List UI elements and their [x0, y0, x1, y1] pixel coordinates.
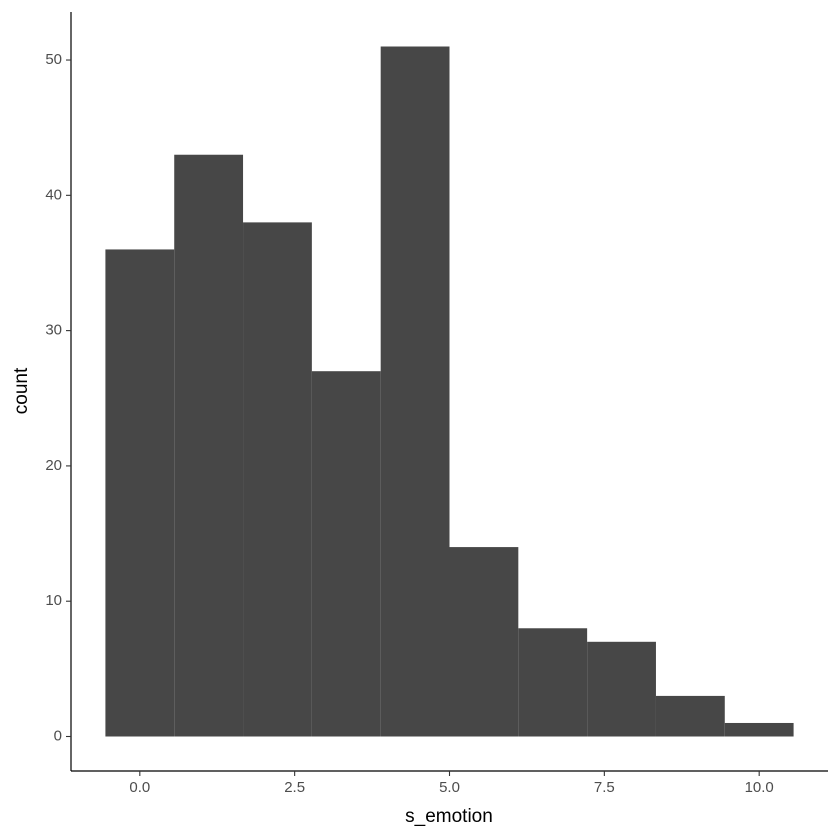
y-tick-label: 50	[45, 51, 62, 68]
y-tick-label: 0	[54, 727, 62, 744]
bar	[311, 371, 381, 737]
bar	[380, 46, 450, 737]
x-axis-title: s_emotion	[405, 806, 493, 827]
bar	[587, 641, 656, 737]
bar	[449, 547, 519, 737]
y-axis-title: count	[11, 367, 32, 414]
y-tick-label: 40	[45, 186, 62, 203]
bar	[243, 222, 312, 737]
y-tick-label: 30	[45, 322, 62, 339]
bar	[105, 249, 175, 737]
bar	[518, 628, 588, 737]
bar	[724, 722, 794, 737]
y-tick-label: 10	[45, 592, 62, 609]
x-tick-label: 0.0	[129, 779, 150, 796]
x-tick-label: 10.0	[745, 779, 774, 796]
x-tick-label: 7.5	[594, 779, 615, 796]
y-tick-label: 20	[45, 457, 62, 474]
bar	[174, 154, 244, 737]
x-tick-label: 5.0	[439, 779, 460, 796]
x-tick-label: 2.5	[284, 779, 305, 796]
bar	[655, 695, 725, 737]
